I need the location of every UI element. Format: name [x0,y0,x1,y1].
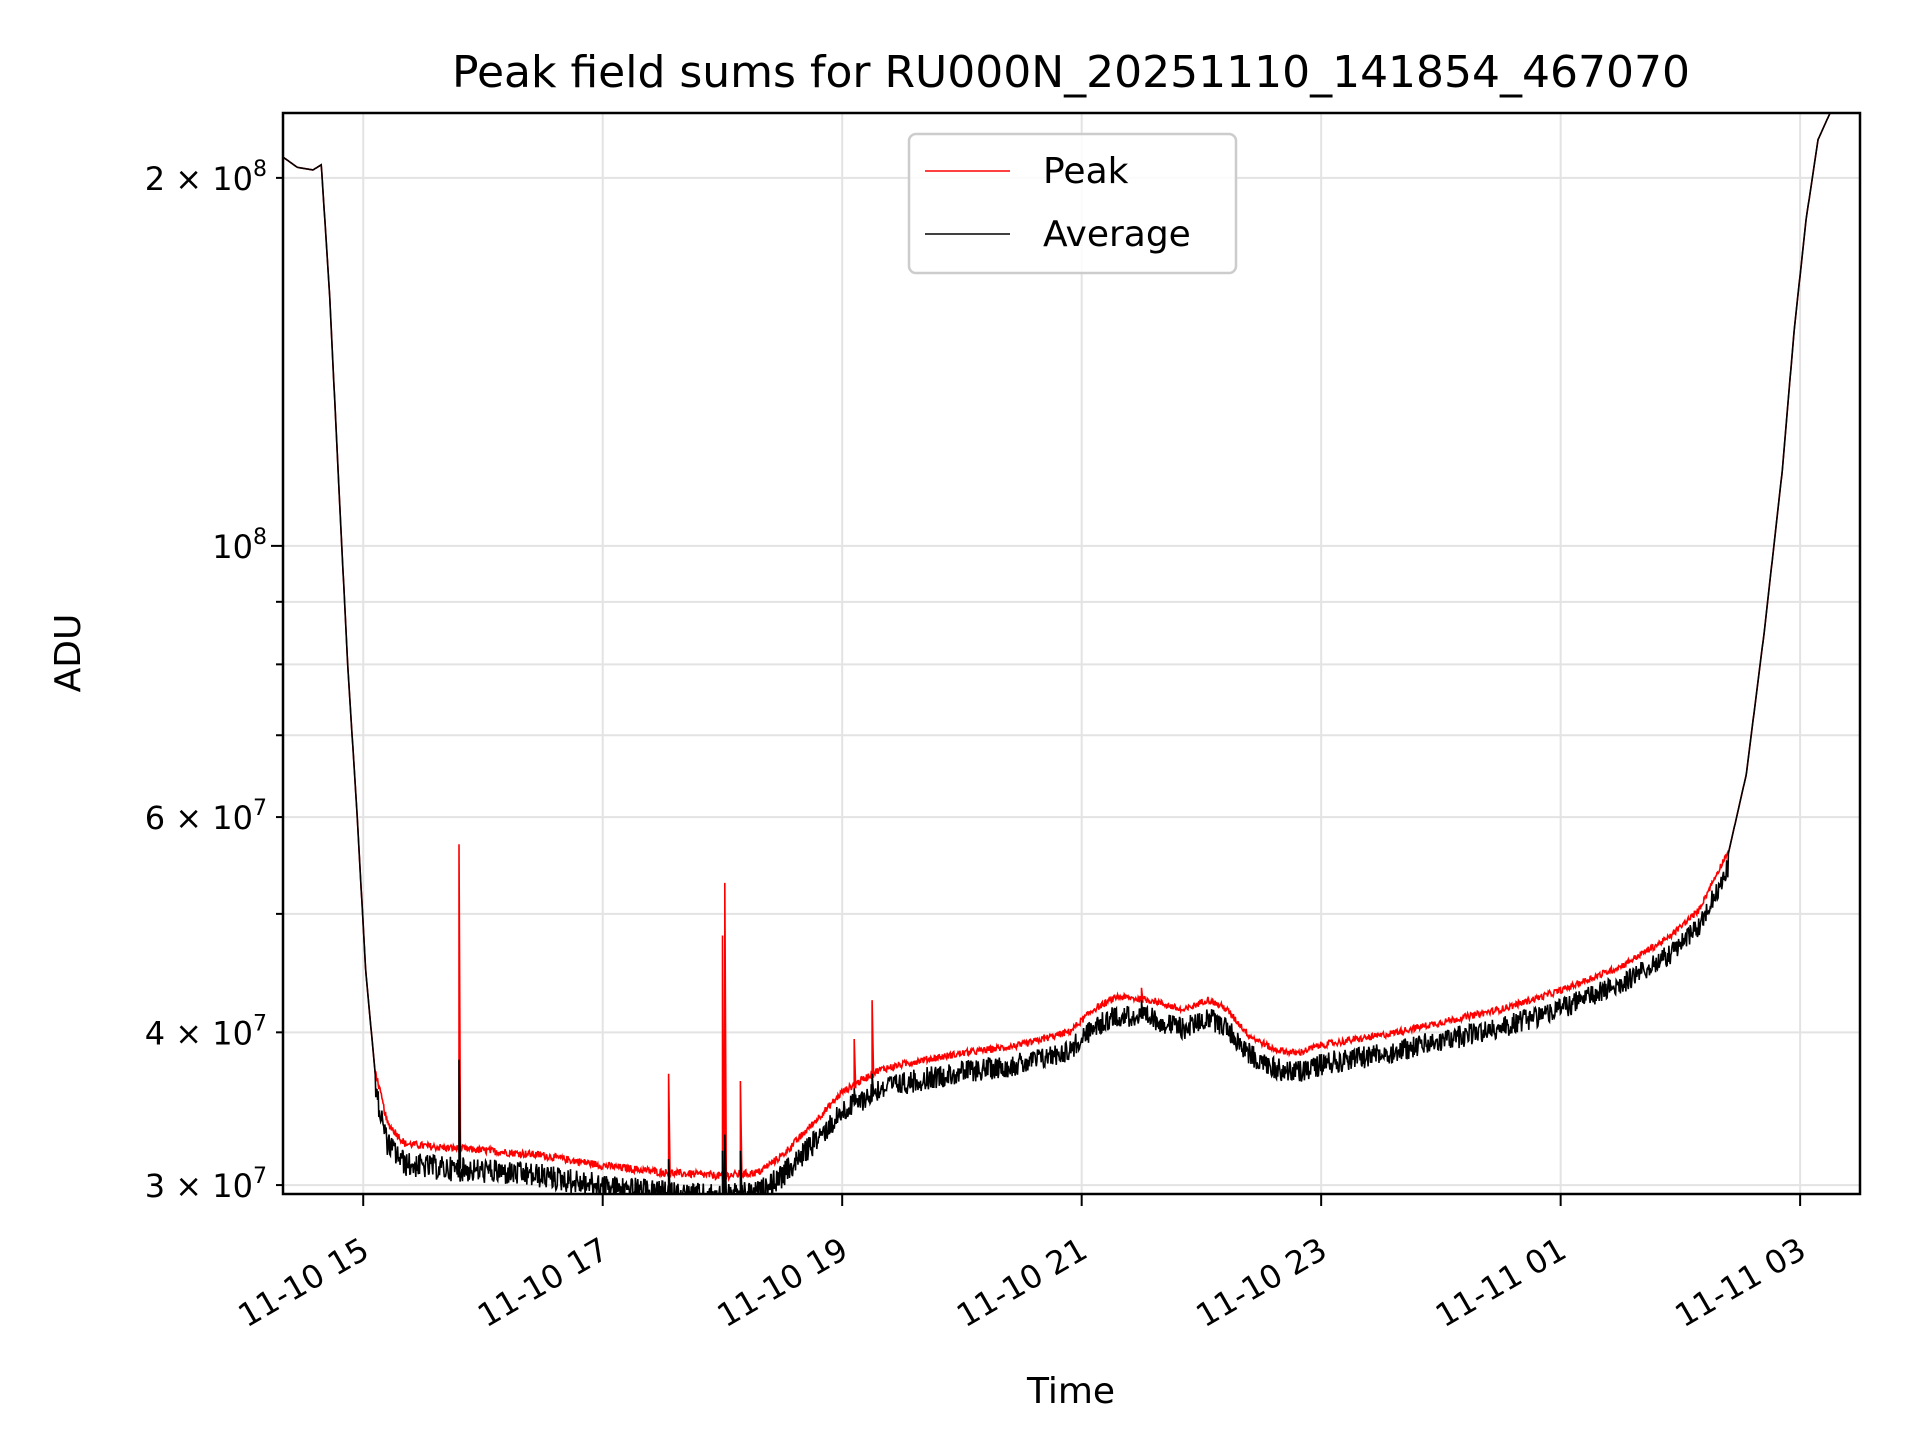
legend: Peak Average [907,132,1238,275]
y-tick-label: 2 × 108 [145,157,267,198]
y-tick-label: 108 [212,525,267,566]
legend-label-peak: Peak [1043,151,1129,192]
legend-box [907,132,1238,275]
y-tick-label: 6 × 107 [145,796,267,837]
y-axis: 108 3 × 107 4 × 107 6 × 107 2 × 108 [145,157,283,1205]
x-axis-label: Time [1026,1371,1115,1412]
series-line-average [283,113,1860,1194]
plot-series-group [283,113,1860,1194]
chart-title: Peak field sums for RU000N_20251110_1418… [452,47,1690,98]
series-line-peak [283,113,1860,1183]
legend-label-average: Average [1043,214,1191,255]
y-axis-label: ADU [48,614,89,693]
y-tick-label: 4 × 107 [145,1011,267,1052]
plot-frame [281,111,1862,1196]
y-tick-label: 3 × 107 [145,1164,267,1205]
